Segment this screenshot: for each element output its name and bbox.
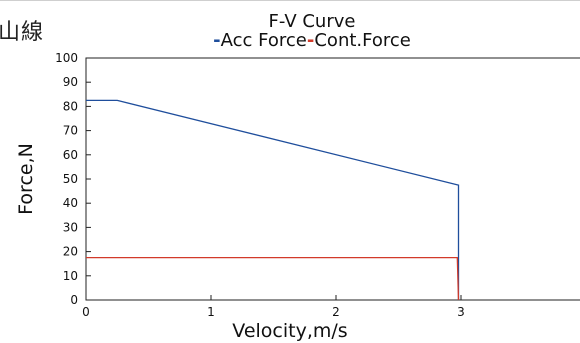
legend-marker: - <box>307 30 314 51</box>
top-border <box>0 0 580 1</box>
y-tick-label: 60 <box>63 148 78 162</box>
legend: -Acc Force-Cont.Force <box>213 30 411 51</box>
y-tick-label: 80 <box>63 99 78 113</box>
y-tick-label: 50 <box>63 172 78 186</box>
legend-label: Cont.Force <box>314 30 410 51</box>
y-axis-ticks: 0 10 20 30 40 50 60 70 80 90 100 <box>55 51 91 307</box>
series-line-acc-force <box>86 99 460 300</box>
y-tick-label: 70 <box>63 124 78 138</box>
x-axis-label: Velocity,m/s <box>232 320 347 342</box>
x-tick-label: 0 <box>82 305 90 319</box>
x-axis-ticks: 0 1 2 3 <box>82 295 465 319</box>
x-tick-label: 3 <box>457 305 465 319</box>
y-tick-label: 10 <box>63 269 78 283</box>
plot-frame <box>85 57 580 301</box>
y-tick-label: 30 <box>63 220 78 234</box>
y-tick-label: 20 <box>63 245 78 259</box>
plot-area <box>85 57 580 301</box>
y-tick-label: 40 <box>63 196 78 210</box>
x-tick-label: 2 <box>332 305 340 319</box>
corner-title: ⼭線 <box>0 20 45 45</box>
y-tick-label: 100 <box>55 51 78 65</box>
legend-label: Acc Force <box>221 30 307 51</box>
series-line-cont-force <box>86 256 460 301</box>
chart-title: F-V Curve <box>269 11 356 32</box>
x-tick-label: 1 <box>207 305 215 319</box>
y-tick-label: 90 <box>63 75 78 89</box>
y-tick-label: 0 <box>70 293 78 307</box>
legend-text: -Acc Force-Cont.Force <box>213 30 411 51</box>
legend-marker: - <box>213 30 220 51</box>
y-axis-label: Force,N <box>15 143 37 215</box>
